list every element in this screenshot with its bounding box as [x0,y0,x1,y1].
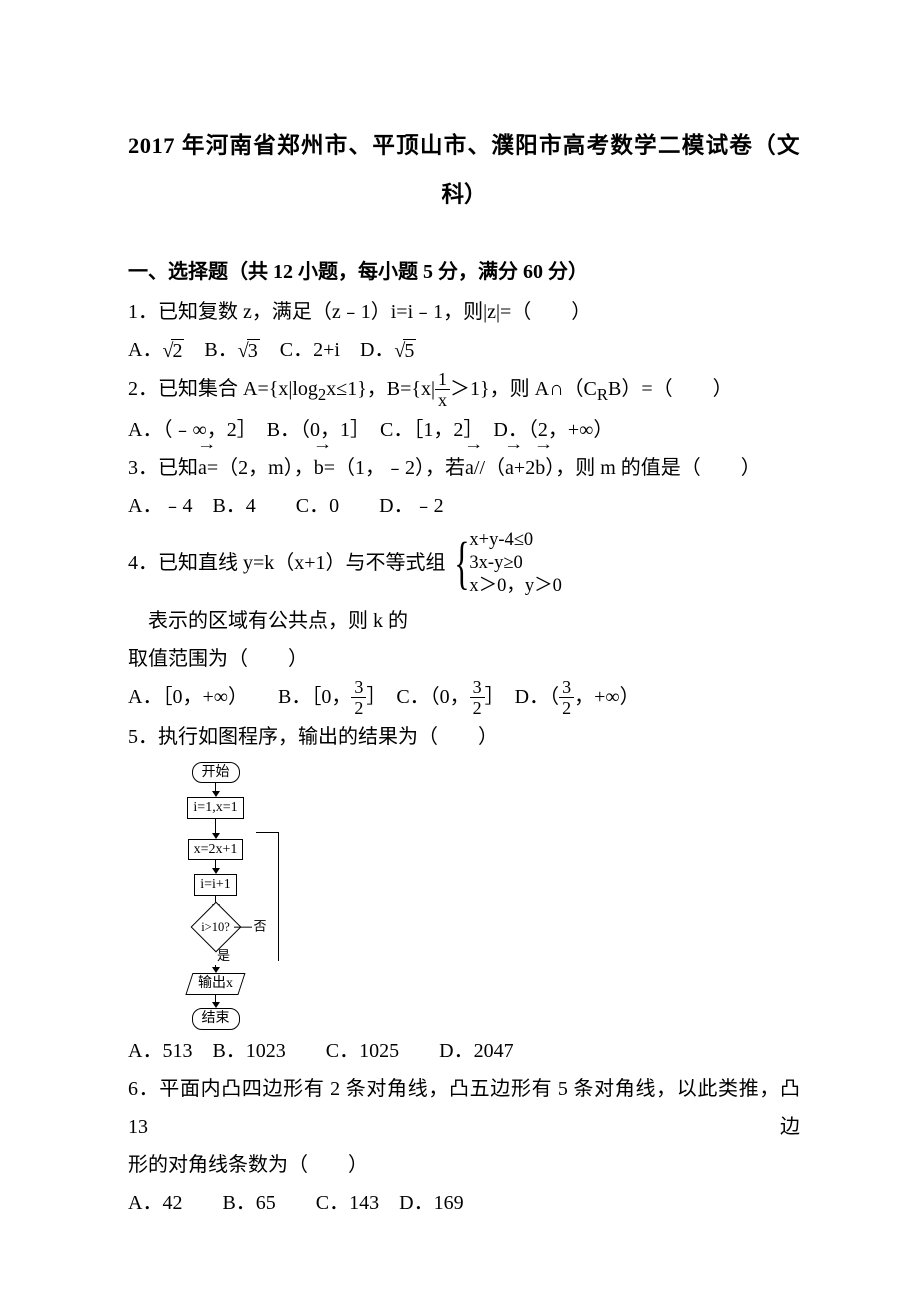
page-title-line1: 2017 年河南省郑州市、平顶山市、濮阳市高考数学二模试卷（文 [128,125,800,168]
question-6-line2: 形的对角线条数为（ ） [128,1146,800,1184]
fc-step2: i=i+1 [194,874,237,896]
q3-f: ），则 m 的值是（ ） [545,457,761,479]
fc-output: 输出x [186,973,246,995]
arrow-down-icon [158,994,273,1008]
loop-back-line [256,832,279,961]
q4-b: 表示的区域有公共点，则 k 的 [128,602,408,640]
flowchart: 开始 i=1,x=1 x=2x+1 i=i+1 i>10? 否 是 输出x 结束 [158,762,273,1030]
question-2: 2．已知集合 A={x|log2x≤1}，B={x|1x＞1}，则 A∩（CRB… [128,370,800,411]
fraction: 32 [470,678,485,717]
fc-step1: x=2x+1 [188,839,244,861]
q3-options: A．﹣4 B．4 C．0 D．﹣2 [128,487,800,525]
fc-end: 结束 [192,1008,240,1030]
question-5: 5．执行如图程序，输出的结果为（ ） [128,718,800,756]
q1-stem: 1．已知复数 z，满足（z﹣1）i=i﹣1，则|z|=（ ） [128,301,591,323]
q4-CD: ］ D．（ [485,686,559,708]
cases: x+y-4≤0 3x-y≥0 x＞0，y＞0 [469,529,562,598]
q2-stem-b: x≤1}，B={x| [326,378,435,400]
vector-a: a [505,449,514,487]
q2-stem-a: 2．已知集合 A={x|log [128,378,318,400]
vector-a: a [465,449,474,487]
fraction: 1x [435,370,450,409]
q3-e: +2 [514,457,535,479]
q4-options: A．［0，+∞） B．［0，32］ C．（0，32］ D．（32，+∞） [128,678,800,718]
q4-Dend: ，+∞） [574,686,640,708]
sqrt-icon: √5 [394,332,416,370]
q3-c: =（1，﹣2），若 [324,457,465,479]
q6-options: A．42 B．65 C．143 D．169 [128,1184,800,1222]
case-line: x+y-4≤0 [469,529,562,552]
sqrt-icon: √3 [238,332,260,370]
question-6-line1: 6．平面内凸四边形有 2 条对角线，凸五边形有 5 条对角线，以此类推，凸 13… [128,1070,800,1146]
fc-cond-label: i>10? [201,921,230,934]
case-line: 3x-y≥0 [469,552,562,575]
exam-page: 2017 年河南省郑州市、平顶山市、濮阳市高考数学二模试卷（文 科） 一、选择题… [0,0,920,1302]
q4-BC: ］ C．（0， [366,686,469,708]
fraction: 32 [351,678,366,717]
question-1: 1．已知复数 z，满足（z﹣1）i=i﹣1，则|z|=（ ） [128,293,800,331]
q3-d: //（ [474,457,505,479]
cases-brace: { x+y-4≤0 3x-y≥0 x＞0，y＞0 [448,529,562,598]
case-line: x＞0，y＞0 [469,575,562,598]
question-3: 3．已知a=（2，m），b=（1，﹣2），若a//（a+2b），则 m 的值是（… [128,449,800,487]
q2-sub2: R [597,385,608,404]
arrow-down-icon [158,783,273,797]
page-title-line2: 科） [128,174,800,217]
q4-A: A．［0，+∞） B．［0， [128,686,351,708]
question-4: 4．已知直线 y=k（x+1）与不等式组 { x+y-4≤0 3x-y≥0 x＞… [128,525,800,640]
q4-a: 4．已知直线 y=k（x+1）与不等式组 [128,544,446,582]
sqrt-icon: √2 [162,332,184,370]
vector-a: a [198,449,207,487]
left-brace-icon: { [454,534,469,592]
q4-line2: 取值范围为（ ） [128,640,800,678]
q1-B-prefix: B． [184,339,237,361]
fraction: 32 [559,678,574,717]
arrow-down-icon [158,965,273,973]
fc-output-label: 输出x [198,975,233,993]
q1-A-prefix: A． [128,339,162,361]
q1-C: C．2+i D． [260,339,395,361]
fc-init: i=1,x=1 [187,797,243,819]
q3-a: 3．已知 [128,457,198,479]
q2-stem-c: ＞1}，则 A∩（C [450,378,597,400]
vector-b: b [314,449,324,487]
section-heading: 一、选择题（共 12 小题，每小题 5 分，满分 60 分） [128,253,800,291]
q2-stem-d: B）=（ ） [608,378,733,400]
vector-b: b [535,449,545,487]
q2-sub: 2 [318,385,326,404]
fc-start: 开始 [192,762,240,784]
q1-options: A．√2 B．√3 C．2+i D．√5 [128,331,800,370]
q3-b: =（2，m）， [207,457,314,479]
q5-options: A．513 B．1023 C．1025 D．2047 [128,1032,800,1070]
fc-decision: i>10? 否 [198,910,234,944]
